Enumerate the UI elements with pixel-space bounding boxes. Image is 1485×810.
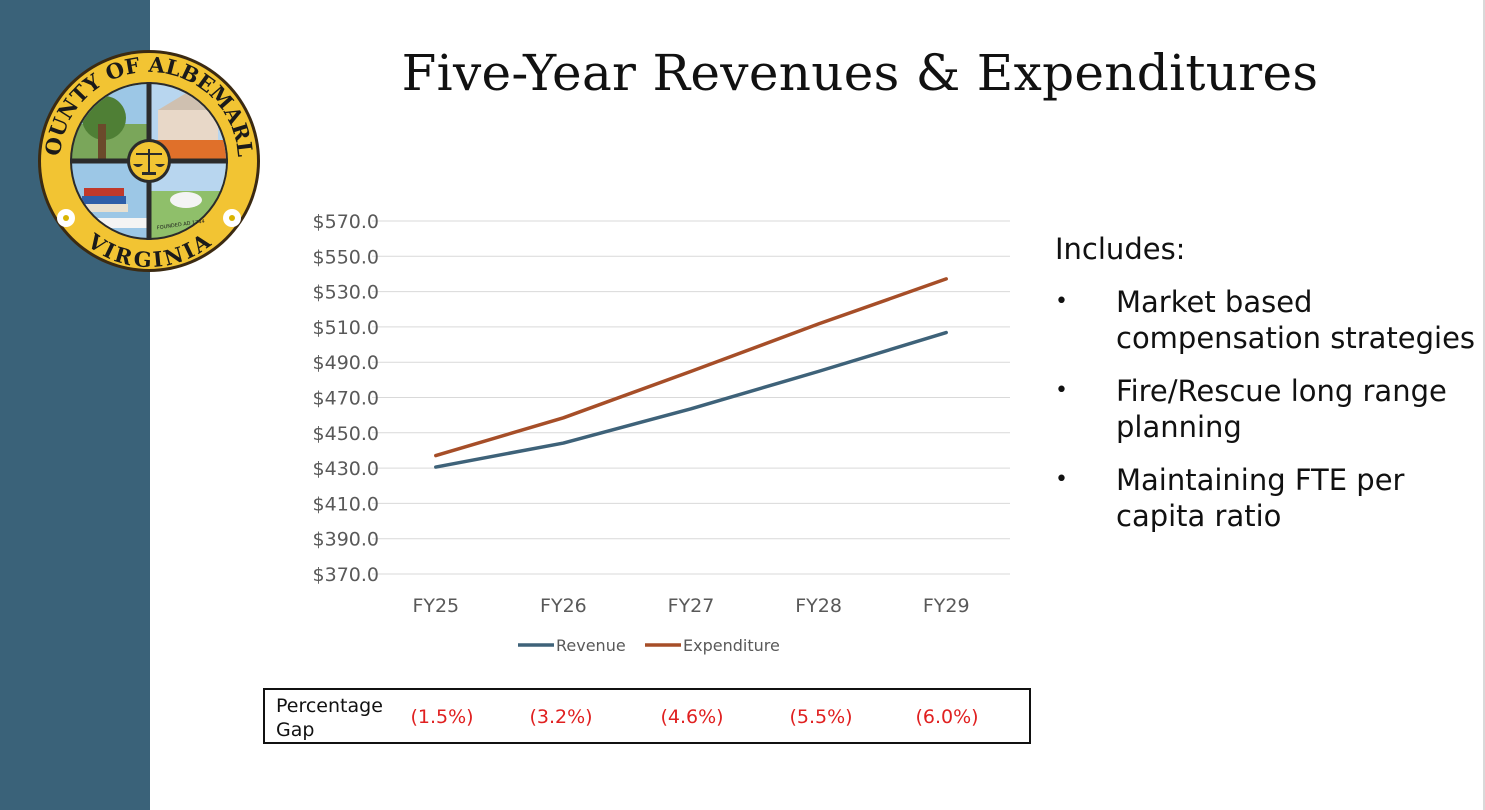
- series-line-revenue: [434, 330, 948, 469]
- slide-edge: [1483, 0, 1485, 810]
- y-tick-label: $570.0: [313, 211, 379, 233]
- series-line-expenditure: [434, 277, 948, 458]
- y-tick-label: $510.0: [313, 317, 379, 339]
- slide-title: Five-Year Revenues & Expenditures: [401, 44, 1319, 102]
- y-tick-label: $450.0: [313, 423, 379, 445]
- y-tick-label: $370.0: [313, 564, 379, 586]
- includes-item: • Fire/Rescue long range planning: [1055, 373, 1480, 445]
- includes-item-text: Fire/Rescue long range planning: [1116, 374, 1447, 444]
- gap-value-fy28: (5.5%): [789, 706, 853, 728]
- gap-value-fy25: (1.5%): [410, 706, 474, 728]
- y-tick-label: $410.0: [313, 493, 379, 515]
- county-seal-logo: COUNTY OF ALBEMARLE VIRGINIA FOUNDED AD …: [36, 48, 260, 272]
- gap-label: Percentage Gap: [276, 695, 383, 741]
- legend-label-expenditure: Expenditure: [683, 636, 780, 655]
- includes-heading: Includes:: [1055, 232, 1186, 266]
- y-tick-label: $390.0: [313, 529, 379, 551]
- includes-item-text: Maintaining FTE per capita ratio: [1116, 463, 1405, 533]
- x-tick-label: FY29: [923, 595, 970, 617]
- y-tick-label: $430.0: [313, 458, 379, 480]
- x-tick-label: FY26: [540, 595, 587, 617]
- bullet-marker: •: [1055, 467, 1068, 492]
- includes-item: • Maintaining FTE per capita ratio: [1055, 462, 1480, 534]
- bullet-marker: •: [1055, 378, 1068, 403]
- x-tick-label: FY28: [795, 595, 842, 617]
- bullet-marker: •: [1055, 289, 1068, 314]
- includes-item-text: Market based compensation strategies: [1116, 285, 1476, 355]
- y-tick-label: $490.0: [313, 352, 379, 374]
- legend-label-revenue: Revenue: [556, 636, 626, 655]
- percentage-gap-table: Percentage Gap (1.5%) (3.2%) (4.6%) (5.5…: [263, 688, 1031, 744]
- revenue-expenditure-chart: $570.0 $550.0 $530.0 $510.0 $490.0 $470.0 $450…: [313, 211, 1010, 655]
- y-tick-label: $550.0: [313, 246, 379, 268]
- gap-value-fy27: (4.6%): [660, 706, 724, 728]
- y-tick-label: $470.0: [313, 388, 379, 410]
- gap-value-fy29: (6.0%): [915, 706, 979, 728]
- x-tick-label: FY27: [668, 595, 715, 617]
- x-tick-label: FY25: [412, 595, 459, 617]
- y-tick-label: $530.0: [313, 282, 379, 304]
- includes-item: • Market based compensation strategies: [1055, 284, 1480, 356]
- gap-value-fy26: (3.2%): [529, 706, 593, 728]
- includes-list: • Market based compensation strategies • F…: [1055, 284, 1480, 551]
